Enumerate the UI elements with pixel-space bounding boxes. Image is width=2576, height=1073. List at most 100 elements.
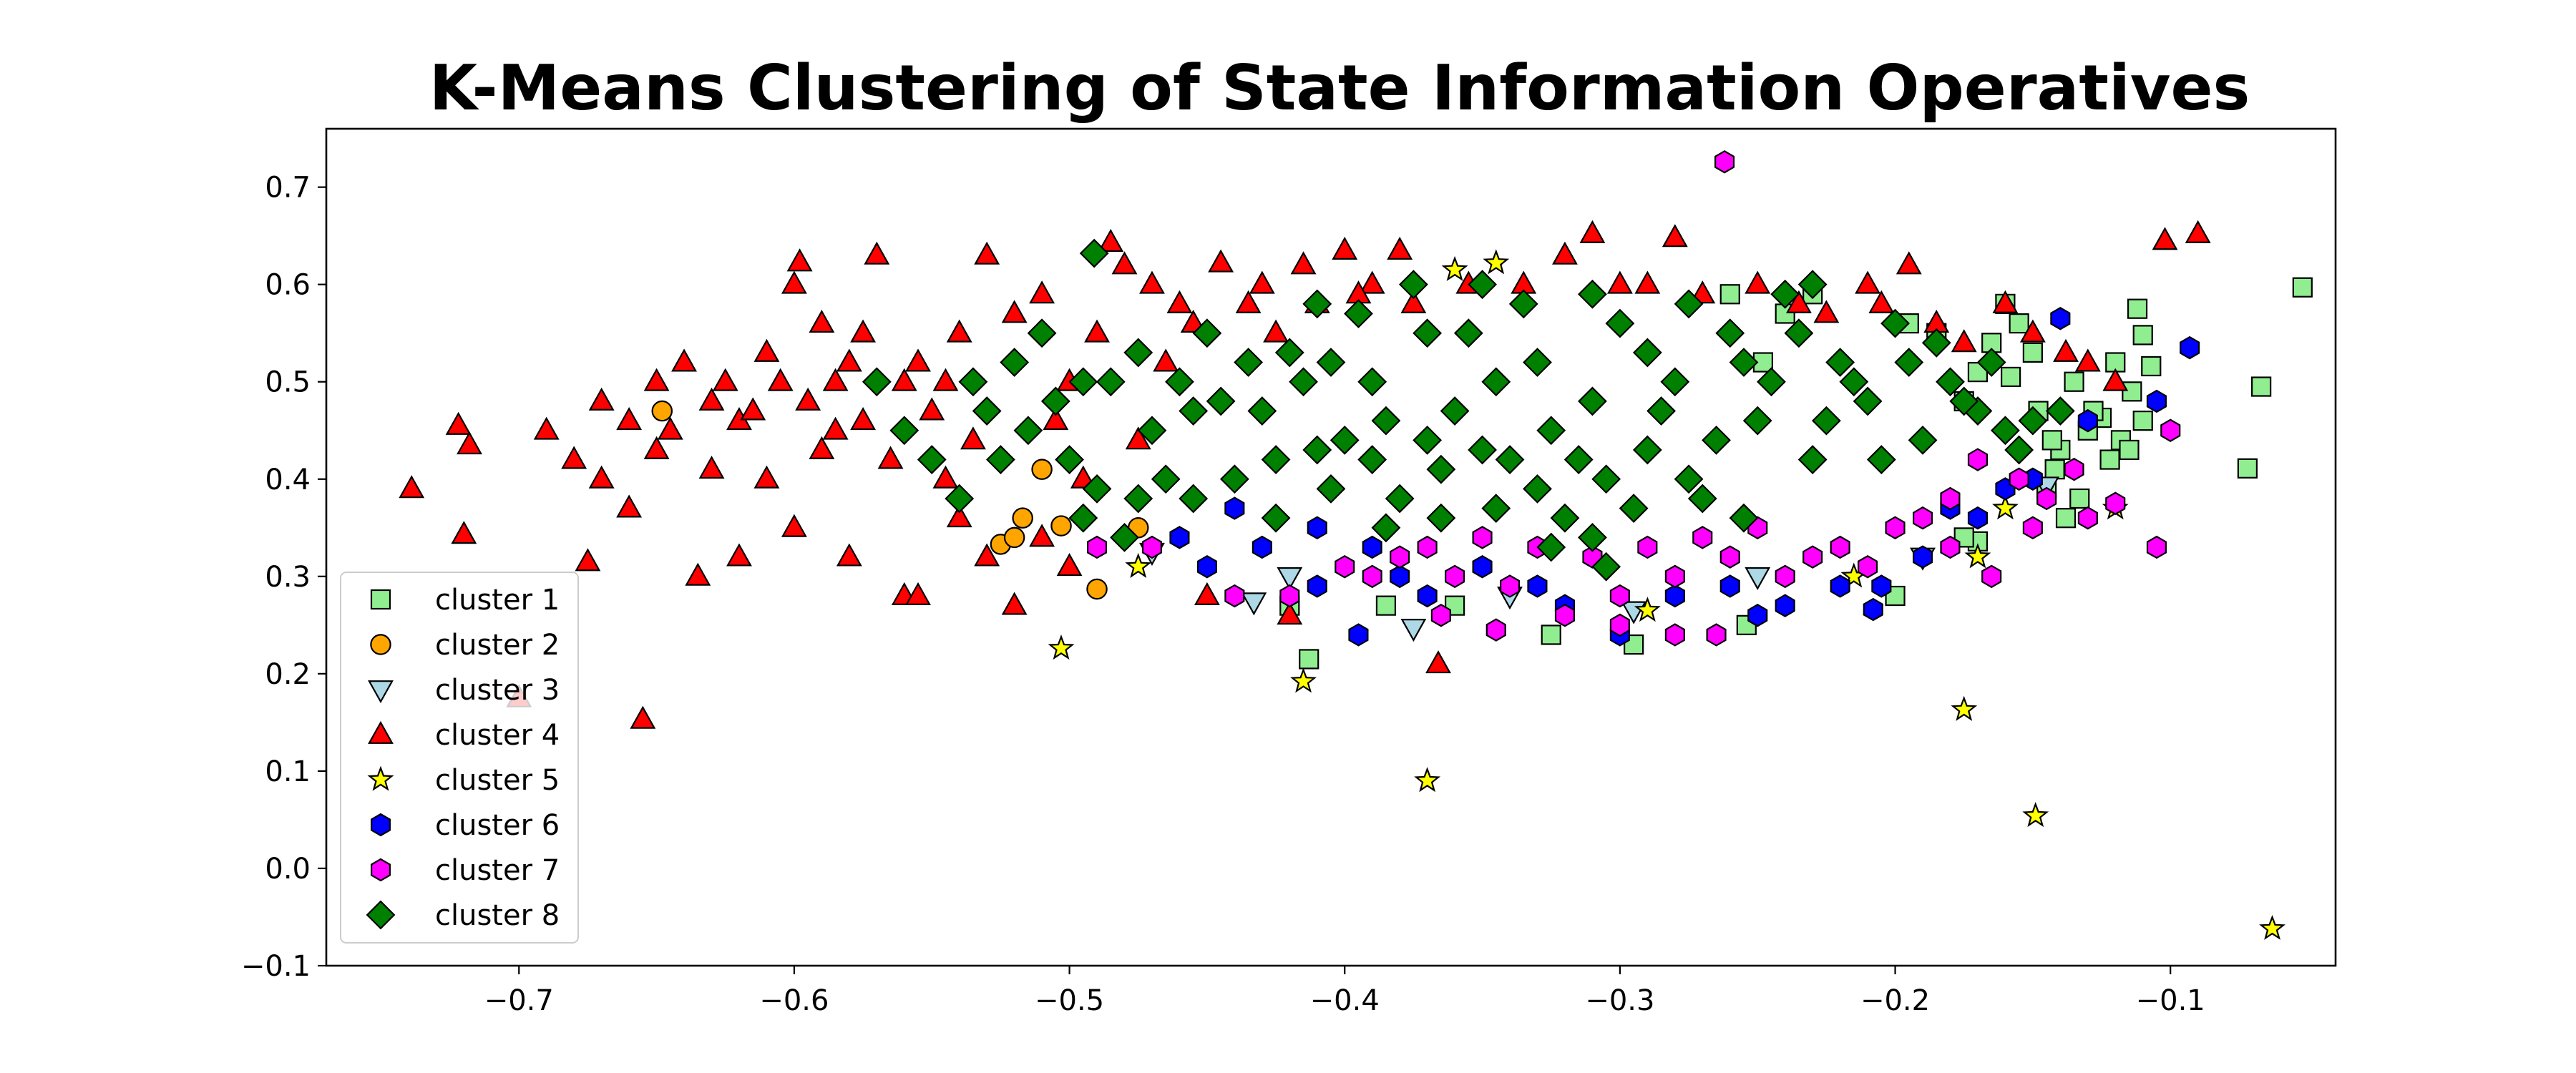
legend-label: cluster 5 [435,764,560,797]
data-point [616,494,643,518]
data-point [986,445,1015,474]
data-point [1335,555,1355,579]
x-tick-label: −0.2 [1860,984,1930,1017]
legend-label: cluster 7 [435,854,560,887]
data-point [1056,553,1083,577]
data-point [2127,298,2148,319]
data-point [1417,584,1438,608]
data-point [767,368,794,391]
data-point [1634,270,1661,294]
data-point [1605,308,1635,338]
data-point [1797,445,1828,474]
data-point [822,368,849,391]
data-point [1082,474,1112,504]
data-point [1606,270,1633,294]
data-point [1632,338,1662,368]
data-point [1523,348,1552,377]
data-point [1908,425,1938,455]
data-point [2132,325,2153,346]
data-point [1863,597,1883,622]
data-point [1811,406,1841,436]
data-point [1674,289,1704,319]
data-point [1279,584,1300,608]
data-point [786,248,813,272]
data-point [905,582,931,605]
data-point [2237,458,2258,479]
data-point [1123,338,1153,368]
data-point [1417,535,1438,559]
data-point [1385,484,1415,514]
x-tick-label: −0.1 [2136,984,2205,1017]
data-point [1940,535,1961,559]
x-tick-label: −0.4 [1310,984,1380,1017]
data-point [1414,767,1441,793]
data-point [1578,386,1607,416]
data-point [753,465,780,489]
data-point [1797,270,1828,300]
data-points [399,150,2313,940]
data-point [2041,430,2062,451]
data-point [657,416,683,440]
legend-marker [367,765,394,791]
data-point [1719,574,1740,598]
chart-title: K-Means Clustering of State Information … [429,52,2250,124]
data-point [1609,613,1630,637]
data-point [1125,426,1151,450]
data-point [1729,348,1759,377]
data-point [1940,486,1961,511]
data-point [932,465,959,489]
data-point [1031,459,1053,480]
data-point [1247,396,1277,426]
data-point [1299,649,1319,670]
data-point [2102,368,2129,391]
data-point [1913,506,1933,530]
data-point [1637,535,1658,559]
data-point [1344,299,1373,328]
legend-item: cluster 3 [368,674,560,707]
legend-item: cluster 4 [368,719,560,752]
data-point [1235,290,1262,313]
data-point [1001,592,1028,615]
data-point [1634,597,1661,622]
data-point [1348,623,1369,647]
data-point [1050,515,1072,536]
data-point [2292,277,2313,298]
data-point [1330,425,1360,455]
data-point [1043,406,1069,431]
data-point [1387,236,1413,260]
data-point [643,368,670,391]
data-point [2053,338,2079,362]
data-point [1619,494,1649,523]
data-point [1003,526,1025,549]
data-point [753,338,780,362]
y-axis: −0.1 0.0 0.1 0.2 0.3 0.4 0.5 0.6 0.7 [241,172,326,983]
data-point [1277,602,1303,625]
data-point [1527,574,1548,598]
y-tick-label: 0.0 [265,853,311,886]
x-tick-label: −0.6 [759,984,829,1017]
data-point [2009,313,2029,334]
data-point [1169,526,1190,549]
legend-marker [366,900,396,930]
data-point [1785,290,1812,313]
legend-marker [370,858,391,882]
data-point [1362,564,1382,589]
data-point [1277,567,1303,590]
series-5 [1048,249,2286,940]
data-point [1853,386,1883,416]
data-point [1357,445,1387,474]
series-6 [1169,307,2200,647]
data-point [1468,270,1497,300]
data-point [974,543,1000,567]
data-point [836,348,862,372]
data-point [1139,270,1165,294]
data-point [2146,389,2167,413]
data-point [1290,667,1317,693]
data-point [1125,552,1152,578]
data-point [2055,508,2077,529]
data-point [1578,522,1607,552]
y-tick-label: 0.5 [265,366,311,399]
data-point [1390,545,1410,569]
data-point [1536,416,1566,446]
data-point [588,465,615,489]
